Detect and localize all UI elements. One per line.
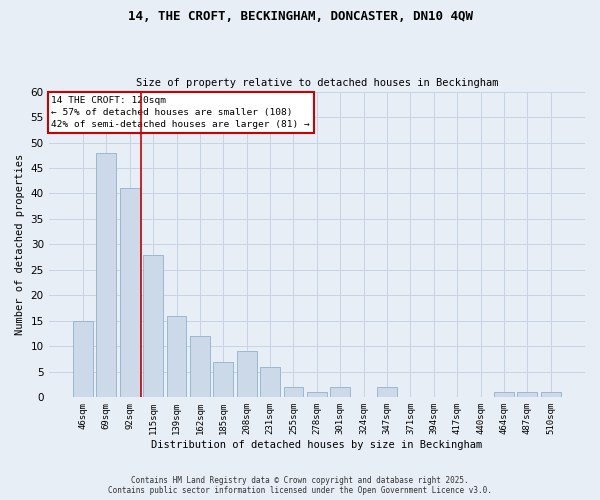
- Text: 14 THE CROFT: 120sqm
← 57% of detached houses are smaller (108)
42% of semi-deta: 14 THE CROFT: 120sqm ← 57% of detached h…: [52, 96, 310, 128]
- Title: Size of property relative to detached houses in Beckingham: Size of property relative to detached ho…: [136, 78, 498, 88]
- Bar: [541, 392, 560, 398]
- Bar: [143, 254, 163, 398]
- Bar: [377, 387, 397, 398]
- Bar: [190, 336, 210, 398]
- Bar: [97, 152, 116, 398]
- Bar: [307, 392, 327, 398]
- X-axis label: Distribution of detached houses by size in Beckingham: Distribution of detached houses by size …: [151, 440, 482, 450]
- Bar: [167, 316, 187, 398]
- Bar: [260, 367, 280, 398]
- Bar: [494, 392, 514, 398]
- Y-axis label: Number of detached properties: Number of detached properties: [15, 154, 25, 335]
- Bar: [214, 362, 233, 398]
- Bar: [73, 321, 93, 398]
- Bar: [284, 387, 304, 398]
- Bar: [517, 392, 537, 398]
- Bar: [330, 387, 350, 398]
- Text: 14, THE CROFT, BECKINGHAM, DONCASTER, DN10 4QW: 14, THE CROFT, BECKINGHAM, DONCASTER, DN…: [128, 10, 473, 23]
- Bar: [237, 352, 257, 398]
- Text: Contains HM Land Registry data © Crown copyright and database right 2025.
Contai: Contains HM Land Registry data © Crown c…: [108, 476, 492, 495]
- Bar: [120, 188, 140, 398]
